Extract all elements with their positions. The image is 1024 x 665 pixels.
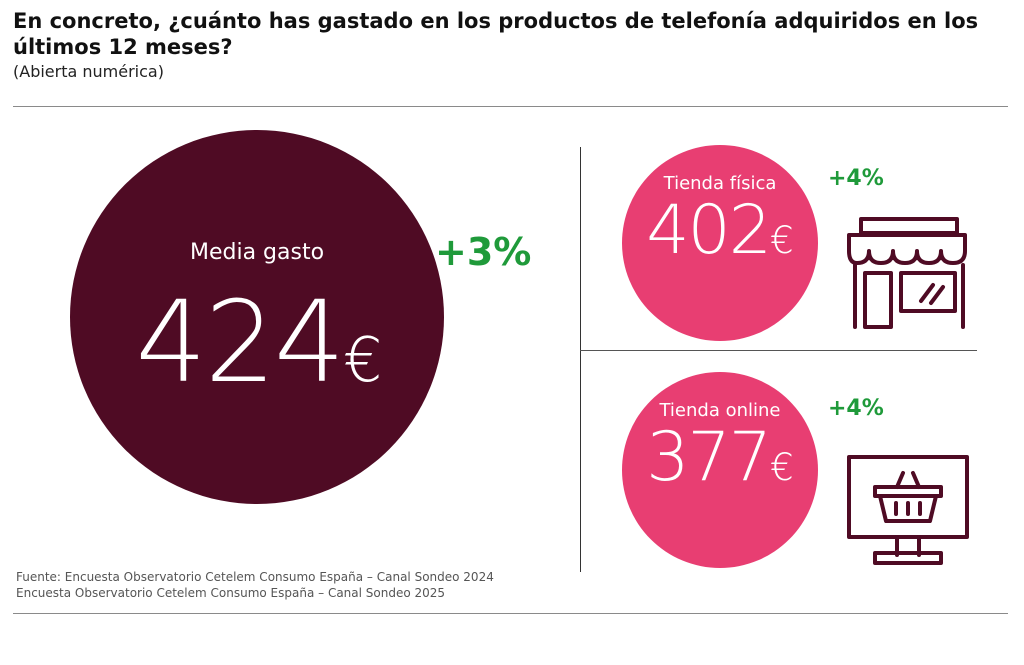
main-metric-change: +3% xyxy=(435,230,532,274)
main-metric-circle: Media gasto 424€ xyxy=(70,130,444,504)
physical-store-circle: Tienda física 402€ xyxy=(622,145,818,341)
vertical-divider xyxy=(580,147,581,572)
online-store-label: Tienda online xyxy=(659,400,781,421)
page-subtitle: (Abierta numérica) xyxy=(13,62,164,81)
physical-store-change: +4% xyxy=(828,166,884,191)
online-store-change: +4% xyxy=(828,396,884,421)
bottom-divider xyxy=(13,613,1008,614)
online-store-currency: € xyxy=(770,445,794,489)
physical-store-currency: € xyxy=(770,218,794,262)
source-line-1: Fuente: Encuesta Observatorio Cetelem Co… xyxy=(16,570,494,584)
online-store-circle: Tienda online 377€ xyxy=(622,372,818,568)
top-divider xyxy=(13,106,1008,107)
main-metric-label: Media gasto xyxy=(189,240,325,265)
main-metric-number: 424 xyxy=(135,278,346,408)
source-note: Fuente: Encuesta Observatorio Cetelem Co… xyxy=(16,569,494,601)
main-metric-value: 424€ xyxy=(136,287,383,416)
right-middle-divider xyxy=(580,350,977,351)
source-line-2: Encuesta Observatorio Cetelem Consumo Es… xyxy=(16,586,446,600)
physical-store-number: 402 xyxy=(646,191,772,270)
physical-store-value: 402€ xyxy=(646,196,794,275)
page-title: En concreto, ¿cuánto has gastado en los … xyxy=(13,9,979,59)
main-metric-currency: € xyxy=(343,324,383,396)
online-store-number: 377 xyxy=(646,418,772,497)
storefront-icon xyxy=(847,217,967,329)
monitor-basket-icon xyxy=(847,455,969,565)
physical-store-label: Tienda física xyxy=(663,173,777,194)
online-store-value: 377€ xyxy=(646,423,794,502)
